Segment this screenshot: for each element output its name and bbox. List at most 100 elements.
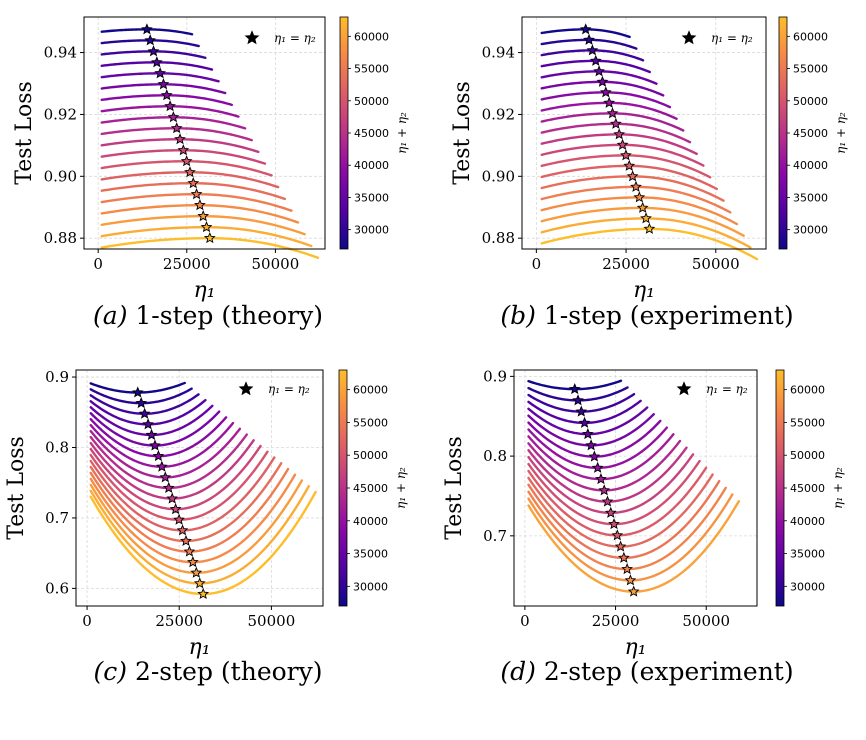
legend-star-icon <box>676 381 692 396</box>
panel-caption-text: 1-step (experiment) <box>536 301 794 330</box>
optimum-star-marker <box>170 122 183 134</box>
colorbar-tick-label: 45000 <box>353 482 388 495</box>
optimum-star-marker <box>627 585 640 597</box>
colorbar-tick-label: 30000 <box>793 224 828 237</box>
optimum-star-marker <box>142 418 154 430</box>
optimum-star-marker <box>624 574 637 586</box>
optimum-star-marker <box>620 149 632 161</box>
colorbar-tick-label: 40000 <box>353 515 388 528</box>
optimum-star-marker <box>187 177 200 189</box>
x-tick-label: 50000 <box>692 255 740 273</box>
x-axis-label: η₁ <box>189 635 211 660</box>
x-tick-label: 25000 <box>163 255 211 273</box>
y-tick-label: 0.8 <box>45 438 69 456</box>
optimum-star-marker <box>606 107 619 119</box>
panel-c: 0 25000 50000 0.6 0.7 0.8 0.9 η₁ Test Loss η₁ = η… <box>4 368 408 686</box>
y-tick-label: 0.6 <box>45 579 69 597</box>
y-tick-label: 0.92 <box>44 105 77 123</box>
x-axis-label: η₁ <box>633 278 655 303</box>
series-line <box>89 433 248 490</box>
colorbar-tick-label: 45000 <box>793 127 828 140</box>
optimum-star-marker <box>149 439 161 451</box>
optimum-star-marker <box>614 540 627 552</box>
optimum-star-marker <box>591 461 604 473</box>
optimum-star-marker <box>177 144 190 156</box>
optimum-star-marker <box>621 562 634 575</box>
colorbar-tick-label: 60000 <box>790 384 825 397</box>
panel-a: 0 25000 50000 0.88 0.90 0.92 0.94 η₁ Test Loss η₁… <box>12 16 409 330</box>
optimum-star-marker <box>601 495 614 507</box>
optimum-star-marker <box>200 221 213 233</box>
optimum-star-marker <box>585 439 597 451</box>
optimum-star-marker <box>575 405 588 417</box>
x-axis-label: η₁ <box>625 635 647 660</box>
colorbar <box>775 369 785 607</box>
optimum-star-marker <box>603 96 616 108</box>
colorbar-tick-label: 40000 <box>790 515 825 528</box>
optimum-star-marker <box>154 67 167 79</box>
colorbar <box>339 16 349 250</box>
panel-caption-text: 1-step (theory) <box>127 301 323 330</box>
colorbar-tick-label: 40000 <box>354 159 389 172</box>
y-tick-label: 0.88 <box>44 229 77 247</box>
optimum-star-marker <box>180 155 193 167</box>
panel-caption-text: 2-step (theory) <box>127 657 323 686</box>
colorbar-tick-label: 45000 <box>354 127 389 140</box>
optimum-star-marker <box>173 513 185 525</box>
legend-label: η₁ = η₂ <box>711 31 753 45</box>
colorbar-tick-label: 30000 <box>354 224 389 237</box>
colorbar-tick-label: 35000 <box>793 191 828 204</box>
optimum-star-marker <box>176 524 189 536</box>
x-tick-label: 0 <box>520 612 530 630</box>
optimum-star-marker <box>599 86 612 98</box>
panel-caption: (b) 1-step (experiment) <box>500 301 793 330</box>
optimum-star-marker <box>183 545 196 557</box>
colorbar-tick-label: 30000 <box>353 580 388 593</box>
y-tick-label: 0.9 <box>483 367 507 385</box>
optimum-star-marker <box>572 394 584 406</box>
optimum-star-marker <box>164 100 176 112</box>
optimum-star-marker <box>193 577 206 589</box>
optimum-star-marker <box>184 166 196 178</box>
optimum-star-marker <box>583 33 595 45</box>
colorbar-tick-label: 50000 <box>793 95 828 108</box>
y-tick-label: 0.90 <box>44 167 77 185</box>
y-axis-label: Test Loss <box>4 436 29 540</box>
y-tick-label: 0.8 <box>483 447 507 465</box>
y-tick-label: 0.7 <box>483 527 507 545</box>
colorbar-tick-label: 60000 <box>793 30 828 43</box>
optimum-star-marker <box>611 529 624 541</box>
series-line <box>527 453 695 515</box>
optimum-star-marker <box>147 45 160 57</box>
optimum-star-marker <box>588 450 601 462</box>
optimum-star-marker <box>630 180 642 192</box>
optimum-star-marker <box>643 222 656 234</box>
colorbar-tick-label: 35000 <box>353 548 388 561</box>
optimum-star-marker <box>152 449 165 462</box>
colorbar-tick-label: 50000 <box>353 449 388 462</box>
y-axis-label: Test Loss <box>442 436 467 540</box>
optimum-star-marker <box>166 492 179 504</box>
optimum-star-marker <box>617 551 630 563</box>
colorbar-tick-label: 35000 <box>354 191 389 204</box>
y-tick-label: 0.9 <box>45 368 69 386</box>
y-tick-label: 0.7 <box>45 509 69 527</box>
panel-caption: (a) 1-step (theory) <box>93 301 323 330</box>
colorbar-tick-label: 30000 <box>790 580 825 593</box>
optimum-star-marker <box>157 78 170 90</box>
optimum-star-marker <box>190 566 203 578</box>
colorbar-tick-label: 50000 <box>790 449 825 462</box>
legend-label: η₁ = η₂ <box>706 382 748 396</box>
x-tick-label: 0 <box>93 255 103 273</box>
x-tick-label: 0 <box>532 255 542 273</box>
y-tick-label: 0.90 <box>482 167 515 185</box>
plot-frame <box>75 369 324 607</box>
panel-d: 0 25000 50000 0.7 0.8 0.9 η₁ Test Loss η₁ = η₂ 30… <box>442 367 845 686</box>
colorbar-tick-label: 55000 <box>790 416 825 429</box>
legend-star-icon <box>238 381 254 396</box>
optimum-star-marker <box>145 428 158 440</box>
y-axis-label: Test Loss <box>12 81 37 185</box>
optimum-star-marker <box>623 159 636 171</box>
optimum-star-marker <box>595 472 607 485</box>
